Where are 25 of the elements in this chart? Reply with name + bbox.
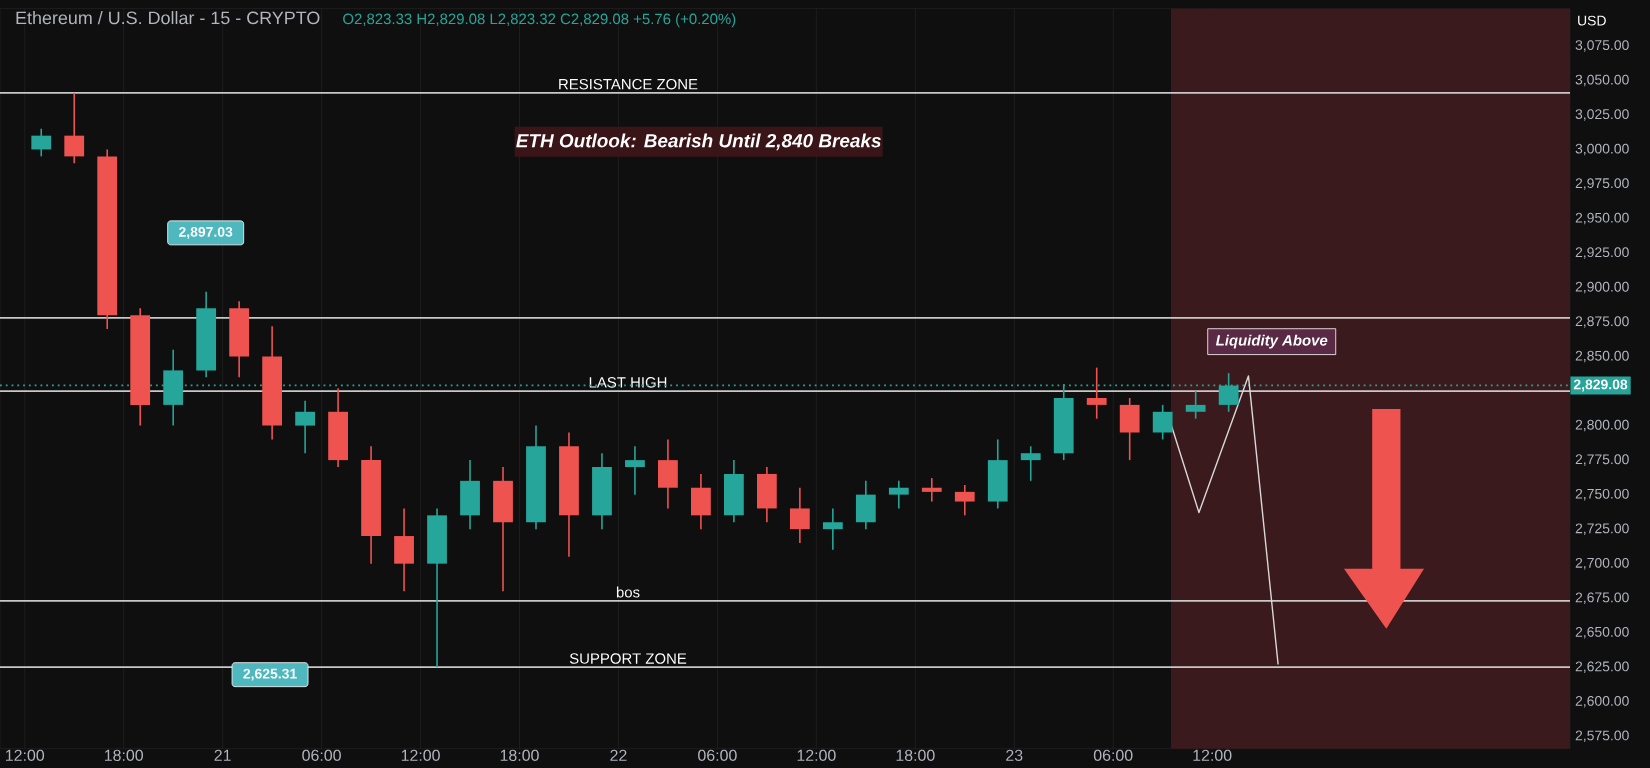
candlestick [625, 445, 645, 496]
candlestick [822, 507, 843, 551]
candlestick [855, 480, 876, 530]
candlestick [394, 507, 414, 593]
candlestick [493, 466, 513, 593]
candlestick [31, 127, 52, 158]
candlestick [295, 399, 315, 455]
candlestick [691, 473, 711, 530]
candlestick [1152, 404, 1173, 441]
candlestick [954, 484, 975, 517]
candlestick [888, 480, 909, 510]
candlestick [1185, 390, 1206, 420]
candlestick [460, 459, 480, 530]
candlestick [64, 92, 85, 165]
candlestick [723, 459, 744, 524]
candlestick [921, 477, 942, 503]
annotation: ETH Outlook: Bearish Until 2,840 Breaks [516, 133, 881, 151]
candlestick [1119, 397, 1140, 461]
candlestick [658, 438, 678, 510]
candlestick [987, 438, 1008, 510]
candlestick [1020, 445, 1041, 482]
candlestick [789, 486, 810, 544]
candlestick [1086, 366, 1107, 420]
candlestick [756, 466, 777, 524]
chart-title: Ethereum / U.S. Dollar - 15 - CRYPTO [16, 11, 320, 25]
